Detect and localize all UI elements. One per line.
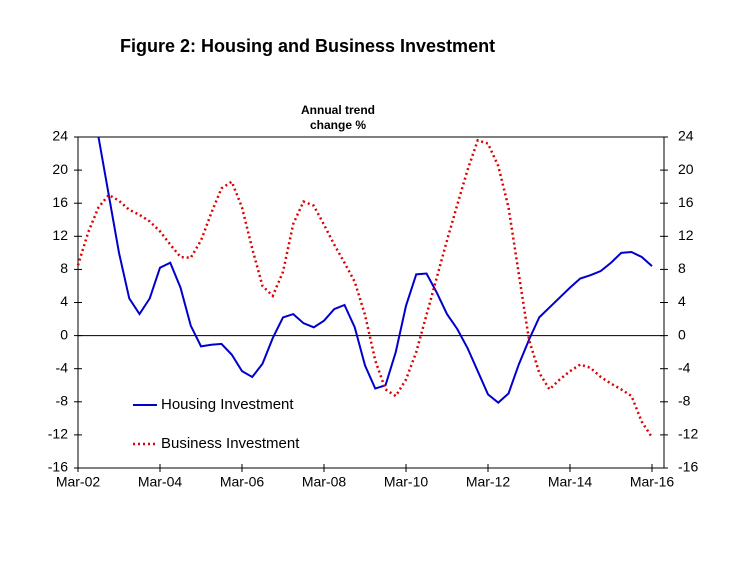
y2-tick-label: -8: [678, 393, 691, 409]
y2-tick-label: 0: [678, 326, 686, 342]
y-tick-label: -8: [56, 393, 69, 409]
x-tick-label: Mar-10: [384, 474, 429, 490]
y2-tick-label: 4: [678, 293, 686, 309]
x-tick-label: Mar-14: [548, 474, 593, 490]
series-line: [97, 136, 653, 404]
legend-label: Housing Investment: [161, 396, 294, 413]
plot-frame: [77, 136, 665, 469]
chart-title: Figure 2: Housing and Business Investmen…: [120, 36, 495, 56]
y2-tick-label: 8: [678, 260, 686, 276]
y-tick-label: 16: [52, 194, 68, 210]
legend-label: Business Investment: [161, 435, 300, 452]
y-tick-label: -16: [48, 459, 68, 475]
y-tick-label: -4: [56, 359, 69, 375]
y-tick-label: 12: [52, 227, 68, 243]
y2-tick-label: -16: [678, 459, 698, 475]
y-tick-label: 24: [52, 128, 68, 144]
y2-tick-label: 16: [678, 194, 694, 210]
y-tick-label: 4: [60, 293, 68, 309]
y-tick-label: 0: [60, 326, 68, 342]
x-tick-label: Mar-08: [302, 474, 347, 490]
x-tick-label: Mar-06: [220, 474, 265, 490]
x-tick-label: Mar-02: [56, 474, 101, 490]
y-axis-label: Annual trend: [301, 103, 375, 117]
y2-tick-label: -4: [678, 359, 691, 375]
y-tick-label: 20: [52, 161, 68, 177]
y2-tick-label: 24: [678, 128, 694, 144]
y-tick-label: -12: [48, 426, 68, 442]
x-tick-label: Mar-04: [138, 474, 183, 490]
y-tick-label: 8: [60, 260, 68, 276]
y2-tick-label: 12: [678, 227, 694, 243]
x-tick-label: Mar-16: [630, 474, 675, 490]
x-tick-label: Mar-12: [466, 474, 511, 490]
series-line: [76, 138, 654, 439]
y2-tick-label: -12: [678, 426, 698, 442]
y-axis-label: change %: [310, 118, 366, 132]
y2-tick-label: 20: [678, 161, 694, 177]
